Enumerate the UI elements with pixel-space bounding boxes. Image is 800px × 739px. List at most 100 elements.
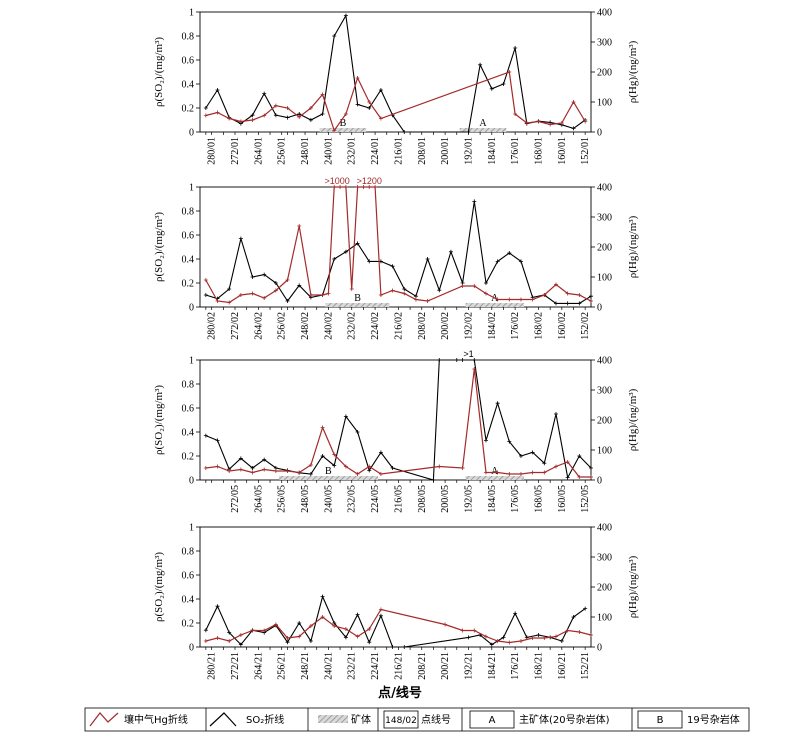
so2-data-point bbox=[448, 249, 453, 254]
legend-frame bbox=[84, 707, 750, 732]
hg-data-point bbox=[355, 634, 360, 639]
legend-so2-label: SO₂折线 bbox=[246, 713, 284, 726]
x-tick-label: 272/01 bbox=[230, 137, 241, 165]
so2-series-line bbox=[205, 13, 586, 133]
so2-data-point bbox=[501, 82, 506, 86]
so2-data-point bbox=[343, 635, 348, 640]
hg-data-point bbox=[332, 128, 337, 133]
so2-data-point bbox=[460, 358, 465, 362]
left-tick-label: 0 bbox=[189, 128, 194, 139]
hg-data-point bbox=[460, 466, 465, 470]
x-tick-label: 224/05 bbox=[370, 485, 381, 513]
x-tick-label: 280/01 bbox=[207, 137, 218, 165]
hg-data-point bbox=[460, 284, 465, 288]
hg-data-point bbox=[308, 624, 313, 628]
hg-data-point bbox=[507, 70, 512, 74]
so2-data-point bbox=[297, 621, 302, 625]
x-tick-label: 264/02 bbox=[253, 312, 264, 340]
so2-data-point bbox=[308, 472, 313, 476]
hg-data-point bbox=[402, 291, 407, 296]
hg-data-point bbox=[297, 115, 302, 119]
so2-data-point bbox=[378, 450, 383, 455]
hg-data-point bbox=[215, 299, 220, 303]
hg-data-point bbox=[215, 636, 220, 640]
so2-data-point bbox=[390, 264, 395, 269]
hg-data-point bbox=[443, 622, 448, 627]
so2-data-point bbox=[355, 430, 360, 434]
hg-data-point bbox=[571, 100, 576, 104]
so2-data-point bbox=[273, 281, 278, 285]
so2-data-point bbox=[402, 287, 407, 291]
hg-data-point bbox=[349, 287, 354, 291]
hg-data-point bbox=[577, 293, 582, 297]
hg-data-point bbox=[507, 472, 512, 476]
left-tick-label: 0.4 bbox=[182, 428, 195, 439]
hg-data-point bbox=[273, 103, 278, 108]
so2-data-point bbox=[483, 281, 488, 285]
legend-a-box bbox=[469, 710, 515, 729]
x-tick-label: 152/01 bbox=[580, 137, 591, 165]
so2-data-point bbox=[454, 358, 459, 362]
so2-data-point bbox=[355, 102, 360, 107]
hg-data-point bbox=[285, 469, 290, 473]
right-tick-label: 0 bbox=[597, 128, 602, 139]
right-tick-label: 0 bbox=[597, 303, 602, 314]
left-tick-label: 0.6 bbox=[182, 56, 195, 67]
hg-data-point bbox=[565, 628, 570, 633]
hg-data-point bbox=[472, 284, 477, 288]
so2-data-point bbox=[343, 13, 348, 18]
ore-body-label-B: B bbox=[354, 293, 361, 304]
x-tick-label: 240/02 bbox=[323, 312, 334, 340]
hg-data-point bbox=[215, 464, 220, 469]
ore-body-label-A: A bbox=[491, 466, 499, 477]
x-tick-label: 152/05 bbox=[580, 485, 591, 513]
hg-data-point bbox=[378, 116, 383, 121]
left-tick-label: 0.2 bbox=[182, 279, 195, 290]
so2-data-point bbox=[378, 613, 383, 618]
x-tick-label: 280/02 bbox=[207, 312, 218, 340]
hg-data-point bbox=[390, 288, 395, 293]
so2-data-point bbox=[553, 412, 558, 416]
so2-data-point bbox=[513, 46, 518, 50]
ore-body-zone-B bbox=[278, 476, 378, 480]
hg-data-point bbox=[530, 297, 535, 302]
x-tick-label: 240/21 bbox=[323, 652, 334, 680]
so2-data-point bbox=[250, 275, 255, 279]
so2-data-point bbox=[501, 635, 506, 640]
so2-data-point bbox=[542, 461, 547, 466]
hg-data-point bbox=[583, 119, 588, 124]
ore-body-zone-B bbox=[325, 303, 390, 307]
x-tick-label: 168/05 bbox=[533, 485, 544, 513]
x-tick-label: 248/01 bbox=[300, 137, 311, 165]
hg-data-point bbox=[472, 367, 477, 371]
ore-body-zone-A bbox=[465, 476, 524, 480]
so2-data-point bbox=[530, 450, 535, 455]
x-tick-label: 248/05 bbox=[300, 485, 311, 513]
hg-data-point bbox=[262, 113, 267, 118]
hg-data-point bbox=[238, 467, 243, 472]
hg-data-point bbox=[203, 466, 208, 470]
x-tick-label: 176/02 bbox=[510, 312, 521, 340]
so2-data-point bbox=[495, 401, 500, 406]
left-axis-title: ρ(SO₂)/(mg/m³) bbox=[153, 552, 165, 622]
hg-data-point bbox=[367, 100, 372, 104]
so2-series-line bbox=[205, 201, 592, 304]
x-tick-label: 208/21 bbox=[417, 652, 428, 680]
right-tick-label: 200 bbox=[597, 68, 612, 79]
plot-frame bbox=[199, 186, 592, 308]
right-tick-label: 400 bbox=[597, 183, 612, 194]
so2-data-point bbox=[285, 299, 290, 303]
right-tick-label: 400 bbox=[597, 356, 612, 367]
so2-data-point bbox=[367, 468, 372, 473]
left-axis-title: ρ(SO₂)/(mg/m³) bbox=[153, 37, 165, 107]
legend-b-box-label: B bbox=[657, 715, 664, 726]
so2-series-line bbox=[205, 359, 592, 481]
hg-data-point bbox=[413, 297, 418, 302]
so2-data-point bbox=[483, 438, 488, 443]
so2-data-point bbox=[227, 287, 232, 291]
left-axis-title: ρ(SO₂)/(mg/m³) bbox=[153, 385, 165, 455]
hg-data-point bbox=[553, 464, 558, 469]
hg-data-point bbox=[338, 185, 343, 189]
hg-data-point bbox=[320, 92, 325, 97]
